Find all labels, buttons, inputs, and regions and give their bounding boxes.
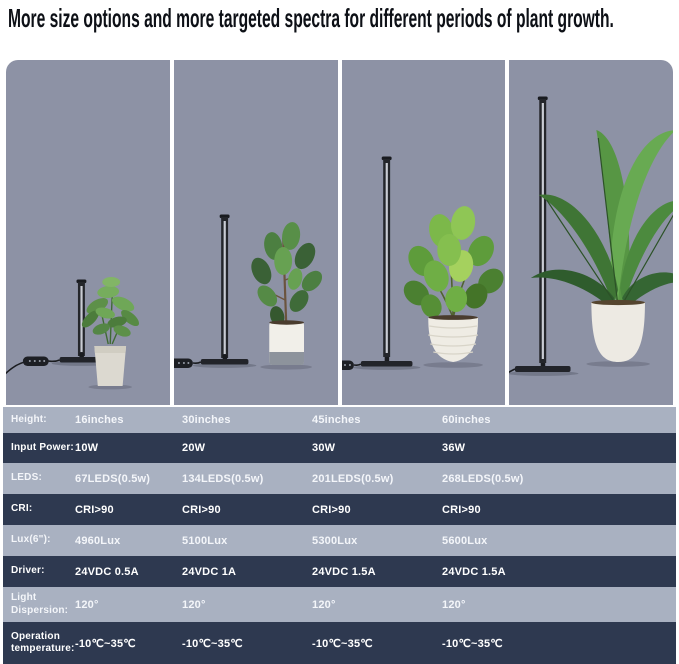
led-strip [385,163,388,353]
spec-label: LEDS: [11,472,42,484]
spec-value: 134LEDS(0.5w) [182,472,264,485]
panel-30in [173,60,338,405]
spec-value: 30inches [182,414,231,426]
panel-16in [6,60,170,405]
plant-rubber-plant [251,222,322,370]
headline-text: More size options and more targeted spec… [8,3,614,33]
spec-value: CRI>90 [312,503,351,516]
lamp-base [360,361,412,367]
spec-value: 120° [312,598,336,611]
power-cord [192,361,201,365]
spec-value: 120° [75,598,99,611]
spec-value: CRI>90 [442,503,481,516]
spec-row-lux: Lux(6"): 4960Lux 5100Lux 5300Lux 5600Lux [3,525,676,556]
spec-label: Operation temperature: [11,630,75,655]
spec-row-driver: Driver: 24VDC 0.5A 24VDC 1A 24VDC 1.5A 2… [3,556,676,587]
spec-table: Height: 16inches 30inches 45inches 60inc… [3,407,676,664]
lamp-45in [341,156,412,370]
spec-row-operation-temperature: Operation temperature: -10℃~35℃ -10℃~35℃… [3,622,676,664]
panel-60in [509,60,673,405]
spec-value: 5100Lux [182,534,228,547]
spec-value: -10℃~35℃ [312,637,373,650]
spec-row-height: Height: 16inches 30inches 45inches 60inc… [3,407,676,433]
spec-value: 20W [182,442,206,454]
spec-row-leds: LEDS: 67LEDS(0.5w) 134LEDS(0.5w) 201LEDS… [3,463,676,494]
spec-row-cri: CRI: CRI>90 CRI>90 CRI>90 CRI>90 [3,494,676,525]
spec-value: -10℃~35℃ [182,637,243,650]
spec-value: 24VDC 1A [182,565,237,578]
lamp-base [200,359,249,365]
spec-value: 16inches [75,414,124,426]
spec-value: 4960Lux [75,534,121,547]
spec-label: Lux(6"): [11,534,51,546]
spec-value: 45inches [312,414,361,426]
spec-value: -10℃~35℃ [75,637,136,650]
lamp-base [515,366,571,372]
spec-value: -10℃~35℃ [442,637,503,650]
spec-value: 24VDC 1.5A [442,565,506,578]
spec-value: 60inches [442,414,491,426]
led-strip [80,286,83,352]
power-cord [353,363,361,367]
lamp-30in [173,214,249,368]
grow-light-60in-figure [509,96,673,376]
led-strip [542,103,545,359]
spec-value: 120° [182,598,206,611]
spec-value: 5600Lux [442,534,488,547]
inline-controller [22,356,49,366]
spec-label: Driver: [11,565,45,577]
spec-value: 5300Lux [312,534,358,547]
lamp-base [59,357,104,363]
lamp-16in [6,279,104,375]
panel-45in [341,60,506,405]
size-comparison-panels [6,60,673,405]
plant-fiddle-leaf-fig [403,206,504,368]
plant-small-bush [81,277,140,390]
led-strip [223,221,226,354]
spec-row-input-power: Input Power: 10W 20W 30W 36W [3,433,676,463]
lamp-60in [509,96,571,373]
grow-light-45in-figure [341,156,504,370]
spec-value: 30W [312,442,336,454]
inline-controller [341,360,354,370]
spec-row-light-dispersion: Light Dispersion: 120° 120° 120° 120° [3,587,676,622]
spec-label: Light Dispersion: [11,592,69,616]
plant-pot [427,317,478,362]
plant-pot [94,346,127,386]
spec-value: 201LEDS(0.5w) [312,472,394,485]
spec-value: 24VDC 0.5A [75,565,139,578]
spec-label: CRI: [11,503,33,515]
grow-light-16in-figure [6,277,140,390]
spec-value: 268LEDS(0.5w) [442,472,524,485]
power-cord [509,368,516,373]
spec-value: CRI>90 [182,503,221,516]
spec-label: Input Power: [11,441,74,453]
headline: More size options and more targeted spec… [0,0,679,60]
spec-value: 36W [442,442,466,454]
spec-value: 67LEDS(0.5w) [75,472,151,485]
power-cord [6,361,26,375]
spec-label: Height: [11,413,47,425]
grow-light-30in-figure [173,214,322,370]
plant-bird-of-paradise [531,130,673,367]
plant-pot [591,302,646,362]
spec-value: 10W [75,442,99,454]
lamp-shadow [509,371,579,376]
spec-value: 24VDC 1.5A [312,565,376,578]
spec-value: CRI>90 [75,503,114,516]
spec-value: 120° [442,598,466,611]
